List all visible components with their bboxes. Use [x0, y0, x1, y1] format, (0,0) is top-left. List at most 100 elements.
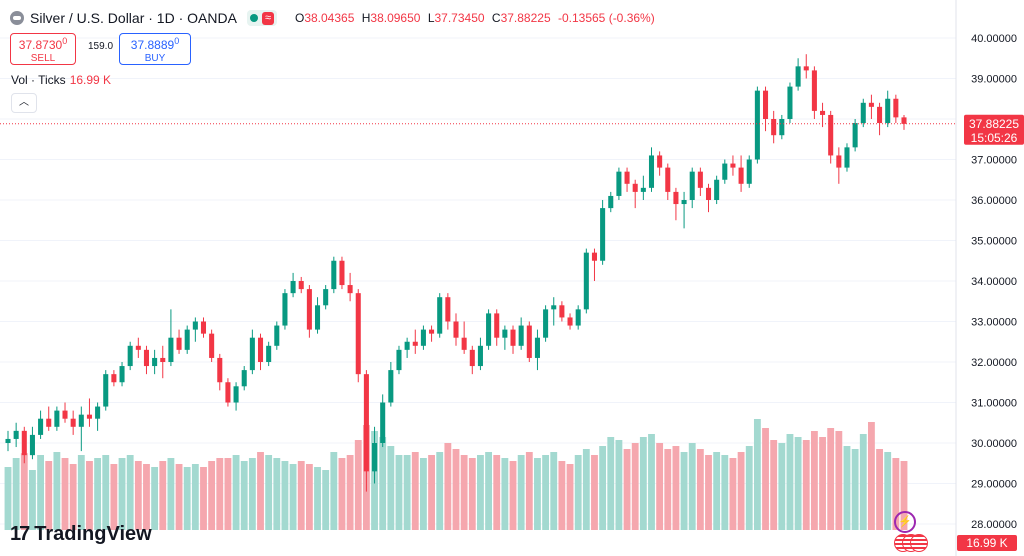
tradingview-logo-text: TradingView	[34, 523, 152, 545]
us-flag-icon[interactable]	[894, 534, 934, 552]
volume-bar	[762, 428, 769, 530]
price-tick-label: 40.00000	[971, 33, 1017, 45]
candle-body	[575, 309, 581, 326]
volume-bar	[265, 455, 273, 530]
candle-body	[38, 418, 44, 435]
candle-body	[388, 370, 394, 403]
candle-body	[868, 102, 874, 107]
symbol-title[interactable]: Silver / U.S. Dollar · 1D · OANDA	[30, 10, 237, 26]
volume-bar	[134, 461, 142, 530]
candle-body	[323, 289, 329, 306]
volume-bar	[672, 446, 680, 530]
volume-badge: 16.99 K	[957, 535, 1017, 551]
candle-body	[380, 402, 386, 443]
price-tick-label: 37.00000	[971, 155, 1017, 167]
candle-body	[771, 119, 777, 136]
candle-body	[437, 297, 443, 334]
price-tick-label: 29.00000	[971, 479, 1017, 491]
volume-bar	[574, 455, 582, 530]
candle-body	[135, 345, 141, 350]
sell-button[interactable]: 37.87300 SELL	[10, 33, 76, 65]
candle-body	[347, 285, 353, 294]
volume-bar	[200, 467, 207, 530]
volume-bar	[191, 464, 199, 530]
volume-bar	[525, 452, 533, 530]
volume-bar	[859, 434, 867, 530]
volume-bar	[305, 464, 313, 530]
candle-body	[494, 313, 500, 338]
candle-body	[103, 374, 109, 407]
volume-bar	[705, 455, 712, 530]
candle-body	[127, 345, 133, 367]
last-price-value: 37.88225	[969, 117, 1019, 131]
candle-body	[567, 317, 573, 326]
volume-bar	[843, 446, 851, 530]
volume-bar	[558, 461, 566, 530]
candle-body	[901, 117, 907, 124]
volume-bar	[403, 455, 411, 530]
price-tick-label: 32.00000	[971, 357, 1017, 369]
volume-bar	[729, 458, 737, 530]
candle-body	[404, 341, 410, 350]
volume-bar	[819, 437, 826, 530]
candle-body	[583, 252, 589, 310]
candle-body	[632, 183, 638, 192]
candle-body	[168, 337, 174, 362]
chevron-up-icon[interactable]: ︿	[11, 93, 37, 113]
volume-bar	[436, 452, 444, 530]
volume-bar	[534, 458, 541, 530]
volume-label: Vol · Ticks	[11, 73, 66, 87]
market-status[interactable]: ≈	[246, 10, 277, 26]
price-tick-label: 30.00000	[971, 438, 1017, 450]
volume-bar	[721, 455, 729, 530]
volume-bar	[20, 453, 28, 530]
volume-bar	[281, 461, 289, 530]
lightning-icon[interactable]: ⚡	[894, 511, 916, 533]
volume-bar	[183, 467, 191, 530]
candle-body	[608, 195, 614, 209]
candle-body	[119, 366, 125, 383]
volume-bar	[876, 449, 883, 530]
candle-body	[21, 430, 27, 456]
candle-body	[306, 289, 312, 330]
volume-legend[interactable]: Vol · Ticks 16.99 K	[11, 73, 111, 87]
volume-bar	[240, 461, 248, 530]
volume-bar	[688, 443, 696, 530]
volume-bar	[45, 461, 53, 530]
volume-bar	[322, 470, 330, 530]
tradingview-logo[interactable]: 17 TradingView	[10, 523, 152, 546]
volume-bar	[867, 422, 875, 530]
candle-body	[160, 357, 166, 362]
candle-body	[526, 325, 532, 358]
volume-bar	[29, 470, 36, 530]
volume-bar	[102, 455, 110, 530]
last-price-badge	[964, 114, 1024, 145]
candle-body	[763, 90, 769, 119]
volume-bar	[289, 464, 297, 530]
volume-bar	[509, 461, 517, 530]
candle-body	[624, 171, 630, 184]
low-value: 37.73450	[434, 11, 485, 25]
volume-bar	[143, 464, 150, 530]
volume-bar	[664, 449, 672, 530]
buy-button[interactable]: 37.88890 BUY	[119, 33, 191, 65]
candle-body	[559, 305, 565, 318]
volume-bar	[786, 434, 794, 530]
candle-body	[616, 171, 622, 196]
volume-bar	[208, 461, 216, 530]
candle-body	[836, 155, 842, 168]
volume-bar	[338, 458, 346, 530]
volume-bar	[648, 434, 655, 530]
candle-body	[5, 438, 11, 443]
high-value: 38.09650	[370, 11, 421, 25]
candle-body	[852, 123, 858, 148]
volume-bar	[224, 458, 232, 530]
price-tick-label: 35.00000	[971, 236, 1017, 248]
candle-body	[143, 349, 149, 367]
volume-bar	[582, 449, 590, 530]
candle-body	[29, 434, 35, 456]
close-value: 37.88225	[500, 11, 551, 25]
candle-body	[543, 309, 549, 338]
volume-bar	[778, 443, 786, 530]
